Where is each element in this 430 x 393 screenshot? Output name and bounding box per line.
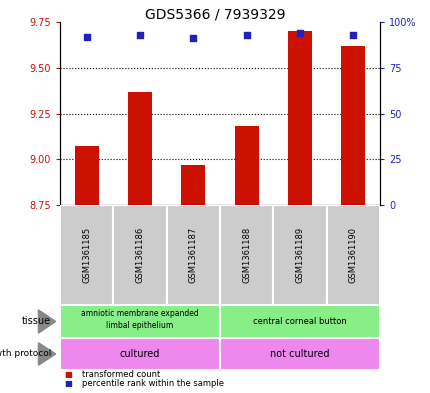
Text: GSM1361187: GSM1361187	[188, 227, 197, 283]
Text: tissue: tissue	[22, 316, 51, 327]
Bar	[326, 205, 379, 305]
Bar	[60, 205, 113, 305]
Bar	[219, 205, 273, 305]
Polygon shape	[38, 343, 55, 365]
Point	[190, 35, 197, 42]
Bar	[181, 165, 205, 205]
Bar	[287, 31, 311, 205]
Bar	[219, 305, 379, 338]
Bar	[273, 205, 326, 305]
Text: central corneal button: central corneal button	[252, 317, 346, 326]
Text: not cultured: not cultured	[270, 349, 329, 359]
Text: GSM1361186: GSM1361186	[135, 227, 144, 283]
Text: amniotic membrane expanded
limbal epithelium: amniotic membrane expanded limbal epithe…	[81, 309, 198, 330]
Text: transformed count: transformed count	[81, 370, 160, 379]
Bar	[128, 92, 152, 205]
Bar	[60, 305, 219, 338]
Text: ■: ■	[64, 379, 72, 388]
Text: GDS5366 / 7939329: GDS5366 / 7939329	[145, 8, 285, 22]
Bar	[341, 46, 365, 205]
Bar	[74, 147, 98, 205]
Point	[349, 32, 356, 38]
Text: percentile rank within the sample: percentile rank within the sample	[81, 379, 223, 388]
Text: growth protocol: growth protocol	[0, 349, 51, 358]
Point	[83, 33, 90, 40]
Bar	[166, 205, 219, 305]
Bar	[113, 205, 166, 305]
Point	[243, 32, 249, 38]
Bar	[60, 338, 219, 370]
Text: GSM1361188: GSM1361188	[242, 227, 251, 283]
Bar	[219, 338, 379, 370]
Text: GSM1361189: GSM1361189	[295, 227, 304, 283]
Text: GSM1361190: GSM1361190	[348, 227, 357, 283]
Text: ■: ■	[64, 370, 72, 379]
Polygon shape	[38, 310, 55, 333]
Text: GSM1361185: GSM1361185	[82, 227, 91, 283]
Bar	[234, 126, 258, 205]
Point	[296, 30, 303, 36]
Point	[136, 32, 143, 38]
Text: cultured: cultured	[120, 349, 160, 359]
